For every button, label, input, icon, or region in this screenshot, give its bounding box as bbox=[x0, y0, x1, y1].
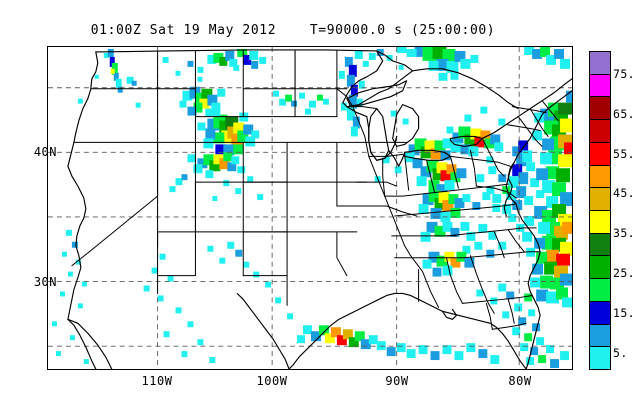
map-canvas bbox=[48, 47, 572, 369]
colorbar-band-9 bbox=[590, 256, 610, 280]
colorbar-band-1 bbox=[590, 74, 610, 98]
xtick-110w: 110W bbox=[141, 374, 173, 388]
reflectivity-field bbox=[51, 47, 572, 369]
figure-title: 01:00Z Sat 19 May 2012 T=90000.0 s (25:0… bbox=[90, 23, 496, 38]
colorbar-tick-25: 25. bbox=[613, 266, 635, 281]
colorbar-tick-35: 35. bbox=[613, 226, 635, 241]
colorbar-tick-15: 15. bbox=[613, 306, 635, 321]
map-plot-area bbox=[47, 46, 573, 370]
colorbar-band-2 bbox=[590, 97, 610, 121]
colorbar-band-6 bbox=[590, 188, 610, 212]
map-outlines bbox=[67, 49, 572, 369]
reflectivity-colorbar bbox=[589, 51, 611, 370]
colorbar-tick-labels: 75. 65. 55. 45. 35. 25. 15. 5. bbox=[613, 51, 640, 370]
colorbar-band-5 bbox=[590, 165, 610, 189]
ytick-40n: 40N bbox=[33, 145, 57, 159]
colorbar-tick-65: 65. bbox=[613, 106, 635, 121]
colorbar-tick-5: 5. bbox=[613, 345, 628, 360]
xtick-80w: 80W bbox=[508, 374, 532, 388]
colorbar-band-4 bbox=[590, 142, 610, 166]
colorbar-band-11 bbox=[590, 301, 610, 325]
colorbar-tick-75: 75. bbox=[613, 66, 635, 81]
colorbar-band-12 bbox=[590, 324, 610, 348]
colorbar-tick-45: 45. bbox=[613, 186, 635, 201]
colorbar-band-13 bbox=[590, 347, 610, 370]
colorbar-band-3 bbox=[590, 120, 610, 143]
colorbar-tick-55: 55. bbox=[613, 146, 635, 161]
colorbar-band-8 bbox=[590, 233, 610, 257]
colorbar-band-7 bbox=[590, 211, 610, 234]
xtick-90w: 90W bbox=[385, 374, 409, 388]
xtick-100w: 100W bbox=[256, 374, 288, 388]
colorbar-band-10 bbox=[590, 279, 610, 302]
ytick-30n: 30N bbox=[33, 275, 57, 289]
map-svg bbox=[48, 47, 572, 369]
colorbar-band-0 bbox=[590, 52, 610, 75]
